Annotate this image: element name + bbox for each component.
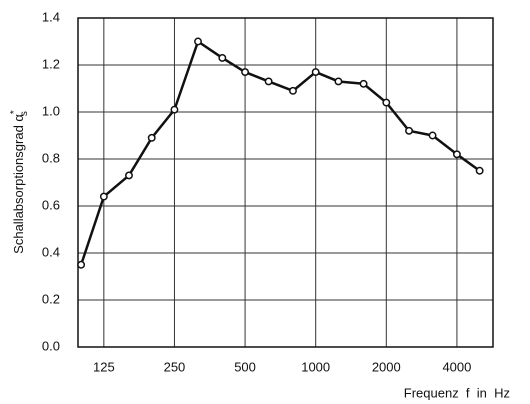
y-axis-label-sub: s [19, 111, 30, 116]
x-tick-label: 250 [164, 359, 186, 374]
data-point [241, 68, 250, 77]
y-axis-label-text: Schallabsorptionsgrad α [11, 114, 26, 254]
data-point [125, 171, 133, 180]
data-point [170, 105, 179, 114]
x-tick-label: 500 [234, 359, 256, 374]
y-tick-label: 0.8 [42, 150, 60, 165]
y-tick-label: 0.6 [42, 197, 60, 212]
data-point [77, 260, 86, 269]
plot-frame [77, 17, 494, 348]
x-tick-label: 125 [93, 359, 115, 374]
data-point [359, 79, 368, 88]
y-tick-label: 1.2 [42, 56, 60, 71]
y-tick-label: 0.0 [42, 338, 60, 353]
data-point [334, 77, 343, 86]
data-point [289, 86, 297, 95]
y-axis-label: Schallabsorptionsgrad α*s [9, 110, 30, 254]
y-tick-label: 1.4 [42, 9, 60, 24]
y-axis-label-sup: * [9, 110, 20, 114]
data-point [311, 68, 320, 77]
data-line [79, 40, 481, 266]
data-point [264, 77, 273, 86]
x-tick-label: 2000 [372, 359, 401, 374]
data-point [405, 126, 413, 135]
data-point [99, 192, 108, 201]
x-tick-label: 1000 [301, 359, 330, 374]
x-tick-label: 4000 [442, 359, 471, 374]
y-tick-label: 0.2 [42, 291, 60, 306]
data-point [218, 54, 227, 62]
data-point [428, 131, 437, 140]
y-tick-label: 0.4 [42, 244, 60, 259]
x-axis-label: Frequenz f in Hz [404, 385, 510, 400]
data-point [452, 150, 461, 159]
data-point [382, 98, 391, 107]
data-point [194, 37, 202, 46]
data-point [147, 133, 156, 142]
y-tick-label: 1.0 [42, 103, 60, 118]
data-point [475, 166, 484, 175]
